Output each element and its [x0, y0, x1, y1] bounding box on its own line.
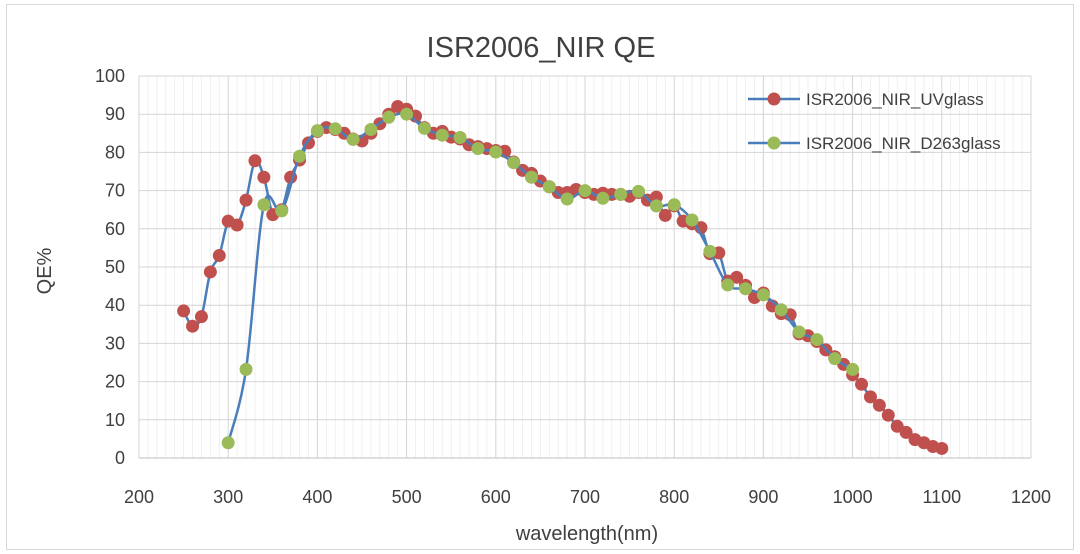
data-point [810, 333, 824, 347]
grid-lines [138, 75, 1032, 459]
x-tick-label: 500 [392, 487, 422, 507]
x-axis-label: wavelength(nm) [515, 523, 658, 545]
y-tick-label: 30 [105, 333, 125, 353]
x-tick-label: 600 [481, 487, 511, 507]
x-tick-label: 1100 [922, 487, 961, 507]
data-point [667, 198, 681, 212]
x-tick-label: 300 [213, 487, 243, 507]
legend-label: ISR2006_NIR_D263glass [806, 134, 1001, 153]
y-tick-label: 50 [105, 257, 125, 277]
data-point [310, 124, 324, 138]
data-point [417, 121, 431, 135]
data-point [275, 204, 289, 218]
data-point [239, 193, 253, 207]
y-tick-label: 40 [105, 295, 125, 315]
data-point [203, 265, 217, 279]
data-point [730, 270, 744, 284]
x-tick-label: 400 [302, 487, 332, 507]
data-point [248, 154, 262, 168]
data-point [177, 304, 191, 318]
data-point [899, 425, 913, 439]
data-point [792, 325, 806, 339]
data-point [846, 362, 860, 376]
data-point [257, 170, 271, 184]
data-point [632, 184, 646, 198]
axes: 200 300 400 500 600 700 800 900 1000 1100 1200 0 10 2… [95, 66, 1051, 507]
data-point [756, 288, 770, 302]
data-point [453, 131, 467, 145]
data-point [257, 198, 271, 212]
data-point [212, 249, 226, 263]
data-point [596, 191, 610, 205]
chart-title: ISR2006_NIR QE [427, 32, 656, 64]
y-axis-label: QE% [34, 247, 56, 294]
legend-entry-1: ISR2006_NIR_UVglass [748, 90, 984, 109]
data-point [614, 187, 628, 201]
y-tick-label: 80 [105, 142, 125, 162]
data-point [239, 362, 253, 376]
legend: ISR2006_NIR_UVglass ISR2006_NIR_D263glass [748, 90, 1001, 153]
x-tick-label: 800 [659, 487, 689, 507]
x-tick-label: 1200 [1011, 487, 1051, 507]
qe-chart: ISR2006_NIR QE 200 300 400 500 600 700 800 900 1… [34, 32, 1051, 545]
data-point [400, 107, 414, 121]
data-point [507, 156, 521, 170]
data-point [328, 122, 342, 136]
y-tick-label: 60 [105, 219, 125, 239]
data-point [703, 244, 717, 258]
data-point [230, 218, 244, 232]
x-tick-label: 700 [570, 487, 600, 507]
data-point [578, 184, 592, 198]
x-tick-label: 1000 [833, 487, 873, 507]
data-point [471, 142, 485, 156]
data-point [489, 145, 503, 159]
data-point [382, 110, 396, 124]
data-point [855, 377, 869, 391]
x-tick-label: 900 [748, 487, 778, 507]
data-point [658, 208, 672, 222]
y-tick-label: 90 [105, 104, 125, 124]
data-point [863, 390, 877, 404]
chart-frame: ISR2006_NIR QE 200 300 400 500 600 700 800 900 1… [6, 4, 1074, 550]
data-point [346, 132, 360, 146]
legend-marker-swatch [767, 136, 781, 150]
data-point [721, 278, 735, 292]
data-point [828, 352, 842, 366]
y-tick-label: 70 [105, 181, 125, 201]
data-point [186, 319, 200, 333]
y-tick-label: 0 [115, 448, 125, 468]
series-1 [177, 100, 949, 455]
y-tick-label: 10 [105, 410, 125, 430]
data-point [649, 199, 663, 213]
data-point [221, 436, 235, 450]
data-point [364, 122, 378, 136]
data-point [774, 303, 788, 317]
data-point [560, 192, 574, 206]
series-2 [221, 107, 860, 450]
data-point [435, 128, 449, 142]
y-tick-label: 20 [105, 372, 125, 392]
legend-entry-2: ISR2006_NIR_D263glass [748, 134, 1001, 153]
data-point [935, 441, 949, 455]
data-point [293, 149, 307, 163]
y-tick-label: 100 [95, 66, 125, 86]
legend-marker-swatch [767, 92, 781, 106]
data-point [542, 180, 556, 194]
data-point [872, 398, 886, 412]
data-point [194, 310, 208, 324]
data-point [881, 408, 895, 422]
data-point [739, 282, 753, 296]
data-point [685, 213, 699, 227]
legend-label: ISR2006_NIR_UVglass [806, 90, 984, 109]
data-point [524, 170, 538, 184]
x-tick-label: 200 [124, 487, 154, 507]
series-layer [177, 100, 949, 455]
